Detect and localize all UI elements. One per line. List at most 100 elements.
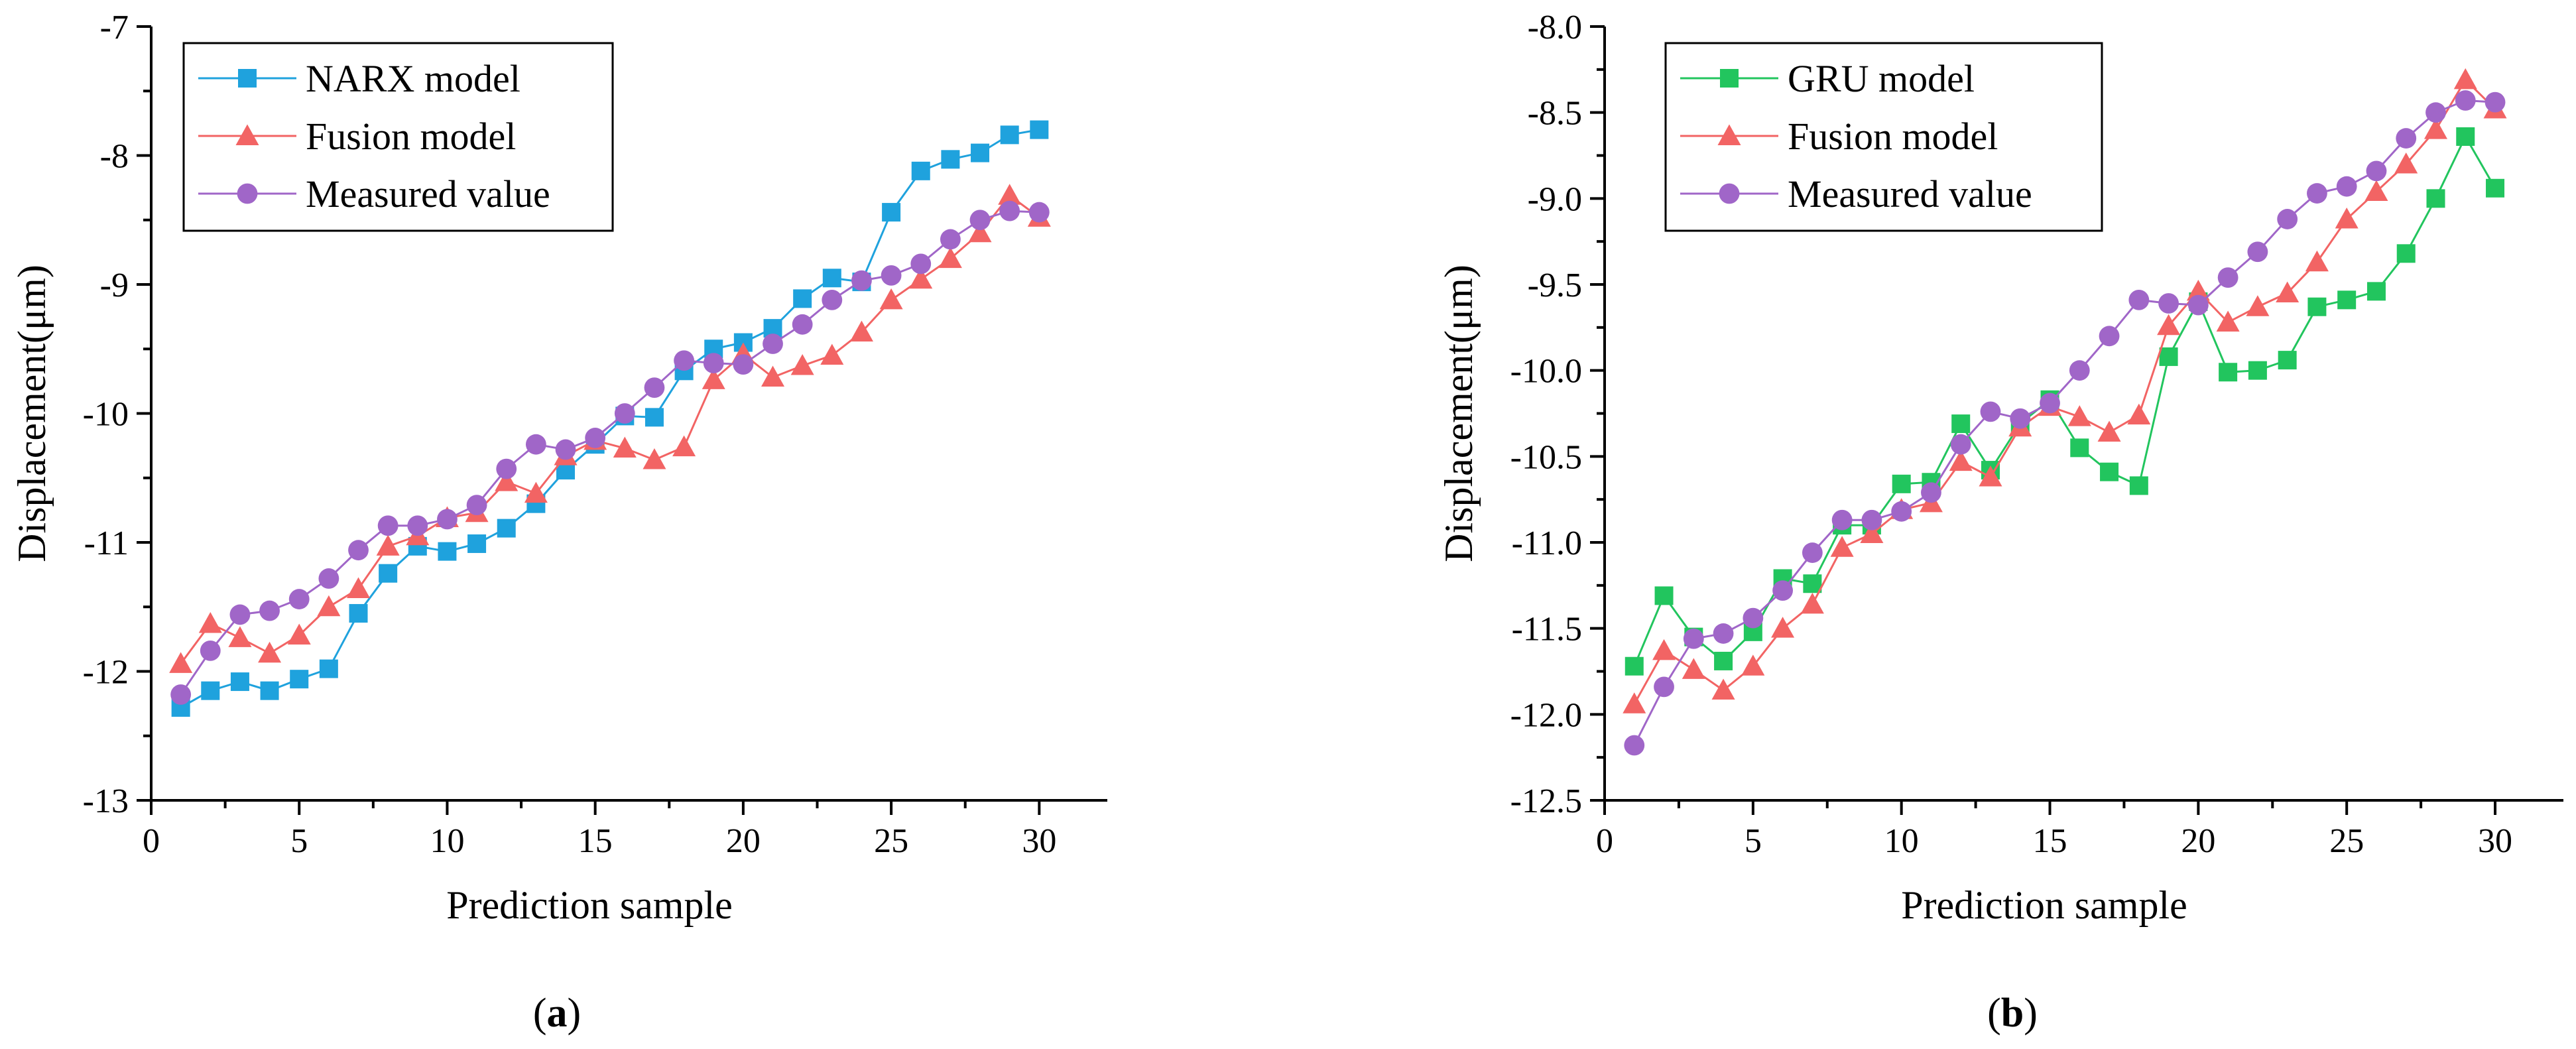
- data-point: [733, 354, 754, 375]
- y-tick-label: -11.5: [1512, 611, 1582, 648]
- data-point: [555, 439, 576, 460]
- data-point: [2455, 90, 2476, 111]
- data-point: [2366, 160, 2387, 182]
- data-point: [849, 320, 873, 341]
- y-axis-title: Displacement(μm): [10, 265, 54, 562]
- data-point: [2278, 351, 2297, 370]
- data-point: [1714, 651, 1733, 670]
- data-point: [1949, 450, 1973, 471]
- data-point: [2394, 152, 2418, 174]
- y-tick-label: -11: [84, 524, 129, 562]
- data-point: [851, 270, 872, 291]
- data-point: [2486, 178, 2505, 198]
- data-point: [2040, 393, 2060, 414]
- legend-label: Measured value: [1788, 172, 2032, 216]
- data-point: [1654, 586, 1674, 605]
- data-point: [822, 289, 843, 310]
- data-point: [258, 641, 282, 663]
- y-tick-label: -11.0: [1512, 524, 1582, 562]
- data-point: [259, 600, 280, 621]
- data-point: [2307, 183, 2327, 204]
- data-point: [2099, 326, 2120, 347]
- data-point: [1800, 592, 1824, 614]
- data-point: [2335, 207, 2359, 229]
- data-point: [317, 595, 341, 617]
- data-point: [348, 540, 369, 561]
- legend-label: Measured value: [306, 172, 550, 216]
- data-point: [585, 428, 606, 448]
- data-point: [2157, 314, 2181, 336]
- legend-label: Fusion model: [1788, 115, 1998, 158]
- data-point: [941, 150, 960, 169]
- data-point: [2097, 420, 2121, 442]
- data-point: [2453, 68, 2477, 90]
- y-tick-label: -9.5: [1528, 267, 1582, 304]
- y-tick-label: -9: [100, 267, 129, 304]
- legend: NARX model Fusion model Measured value: [182, 42, 614, 232]
- x-tick-label: 20: [726, 822, 761, 860]
- chart-b: 0 5 10 15 20 25 30 -12.5 -12.0 -11.5 -11.0 -10.5 -10…: [1437, 9, 2563, 1036]
- data-point: [792, 314, 813, 335]
- x-tick-label: 0: [1596, 822, 1613, 860]
- data-point: [2128, 289, 2150, 310]
- data-point: [377, 515, 399, 536]
- data-point: [2217, 267, 2239, 288]
- data-point: [2456, 127, 2475, 146]
- data-point: [1979, 465, 2002, 487]
- data-point: [2336, 176, 2357, 197]
- y-axis-title: Displacement(μm): [1437, 265, 1481, 562]
- x-tick-label: 5: [1745, 822, 1762, 860]
- data-point: [2426, 189, 2445, 208]
- data-point: [1682, 658, 1705, 679]
- data-point: [674, 350, 694, 371]
- data-point: [1000, 125, 1019, 145]
- legend-marker: [235, 124, 259, 145]
- y-tick-label: -10.0: [1510, 353, 1582, 391]
- data-point: [613, 436, 637, 458]
- x-tick-label: 20: [2181, 822, 2215, 860]
- data-point: [1951, 414, 1971, 434]
- y-tick-label: -9.0: [1528, 180, 1582, 218]
- data-point: [2396, 128, 2417, 149]
- data-point: [672, 435, 696, 457]
- x-tick-label: 25: [2329, 822, 2364, 860]
- data-point: [2100, 462, 2119, 481]
- data-point: [644, 408, 664, 427]
- series-fusion-model: [1623, 68, 2507, 713]
- data-point: [763, 334, 783, 354]
- data-point: [2247, 241, 2268, 263]
- data-point: [169, 652, 193, 673]
- data-point: [761, 365, 785, 387]
- series-measured-value: [170, 200, 1050, 705]
- data-point: [2186, 279, 2210, 301]
- data-point: [467, 534, 487, 553]
- data-point: [201, 681, 220, 700]
- x-tick-label: 0: [143, 822, 160, 860]
- legend: GRU model Fusion model Measured value: [1664, 42, 2103, 232]
- data-point: [290, 670, 309, 689]
- data-point: [1861, 509, 1882, 530]
- y-tick-label: -12.0: [1510, 696, 1582, 734]
- x-axis-title: Prediction sample: [1901, 883, 2187, 927]
- data-point: [1802, 542, 1823, 563]
- data-point: [1652, 639, 1676, 660]
- x-tick-label: 10: [1884, 822, 1919, 860]
- data-point: [2305, 250, 2329, 272]
- legend-marker: [1720, 69, 1739, 88]
- data-point: [318, 568, 339, 589]
- y-tick-label: -12.5: [1510, 782, 1582, 820]
- data-point: [2276, 281, 2300, 302]
- data-point: [2484, 92, 2506, 113]
- data-point: [1030, 120, 1049, 139]
- data-point: [702, 368, 725, 389]
- data-point: [2307, 297, 2327, 316]
- data-point: [999, 200, 1020, 221]
- data-point: [524, 481, 548, 503]
- data-point: [2423, 118, 2447, 139]
- data-point: [260, 681, 279, 700]
- y-tick-label: -8.5: [1528, 95, 1582, 133]
- series-fusion-model: [169, 184, 1051, 673]
- y-tick-label: -12: [83, 654, 129, 692]
- data-point: [1624, 735, 1645, 756]
